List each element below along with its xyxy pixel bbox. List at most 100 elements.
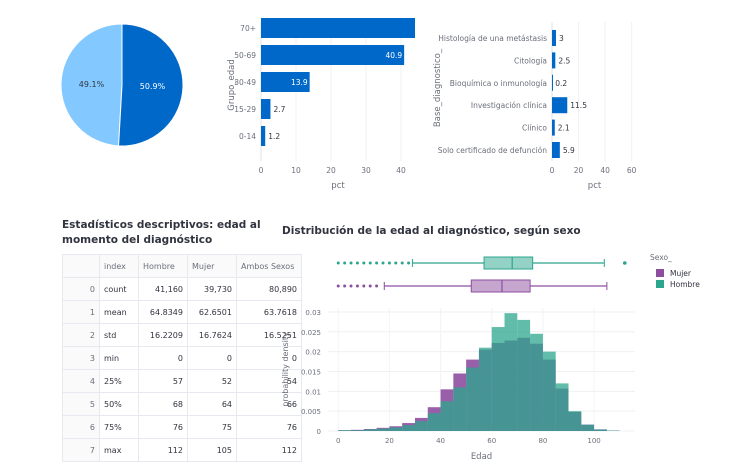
table-cell[interactable]: 7 xyxy=(62,438,100,462)
bar xyxy=(552,142,560,158)
table-cell[interactable]: 3 xyxy=(62,346,100,370)
bar xyxy=(552,30,556,46)
box-outlier xyxy=(349,261,353,265)
table-cell[interactable]: 76 xyxy=(236,415,302,439)
column-header[interactable]: index xyxy=(99,254,139,278)
y-tick-label: Solo certificado de defunción xyxy=(438,146,548,155)
table-cell[interactable]: 4 xyxy=(62,369,100,393)
table-cell[interactable]: 50% xyxy=(99,392,139,416)
table-cell[interactable]: 57 xyxy=(138,369,188,393)
box-outlier xyxy=(375,261,379,265)
histogram-bar xyxy=(555,383,569,431)
table-cell[interactable]: 52 xyxy=(187,369,237,393)
stats-table-title: Estadísticos descriptivos: edad al momen… xyxy=(62,219,261,246)
table-cell[interactable]: 66 xyxy=(236,392,302,416)
table-cell[interactable]: 39,730 xyxy=(187,277,237,301)
y-tick-label: Investigación clínica xyxy=(471,101,547,110)
y-tick-label: 50-69 xyxy=(234,51,256,60)
table-cell[interactable]: 0 xyxy=(187,346,237,370)
x-tick-label: 0 xyxy=(550,166,555,175)
table-cell[interactable]: 54 xyxy=(236,369,302,393)
table-cell[interactable]: 6 xyxy=(62,415,100,439)
histogram-bar xyxy=(338,430,352,431)
table-cell[interactable]: 0 xyxy=(138,346,188,370)
table-cell[interactable]: 105 xyxy=(187,438,237,462)
bar xyxy=(261,72,310,92)
histogram-bar xyxy=(594,429,607,431)
box-outlier xyxy=(362,284,366,288)
bar-value-label: 0.2 xyxy=(555,79,567,88)
x-tick-label: 80 xyxy=(538,437,547,445)
pie-slice xyxy=(118,23,184,147)
y-tick-label: 0.015 xyxy=(301,368,321,376)
table-cell[interactable]: 16.2209 xyxy=(138,323,188,347)
table-cell[interactable]: 62.6501 xyxy=(187,300,237,324)
table-cell[interactable]: 0 xyxy=(62,277,100,301)
table-cell[interactable]: max xyxy=(99,438,139,462)
table-cell[interactable]: mean xyxy=(99,300,139,324)
x-tick-label: 20 xyxy=(326,166,336,175)
x-tick-label: 20 xyxy=(574,166,584,175)
box-outlier xyxy=(400,261,404,265)
x-tick-label: 40 xyxy=(436,437,445,445)
table-cell[interactable]: count xyxy=(99,277,139,301)
histogram-bar xyxy=(568,411,582,431)
y-tick-label: 0.025 xyxy=(301,329,321,337)
x-axis-title: pct xyxy=(331,181,345,191)
table-cell[interactable]: 1 xyxy=(62,300,100,324)
bar-value-label: 2.1 xyxy=(558,124,570,133)
table-cell[interactable]: 112 xyxy=(138,438,188,462)
stats-table: index Hombre Mujer Ambos Sexos 0 count 41,160 3… xyxy=(62,254,302,462)
histogram-bar xyxy=(504,313,518,431)
box-outlier xyxy=(343,261,347,265)
table-cell[interactable]: 112 xyxy=(236,438,302,462)
table-cell[interactable]: min xyxy=(99,346,139,370)
table-cell[interactable]: 80,890 xyxy=(236,277,302,301)
x-tick-label: 0 xyxy=(336,437,340,445)
box-outlier xyxy=(368,284,372,288)
table-cell[interactable]: 75% xyxy=(99,415,139,439)
bar-value-label: 11.5 xyxy=(570,101,587,110)
histogram-bar xyxy=(530,333,543,431)
table-row: 4 25% 57 52 54 xyxy=(62,369,302,393)
column-header[interactable]: Ambos Sexos xyxy=(236,254,302,278)
box-outlier xyxy=(622,261,627,265)
histogram-bar xyxy=(363,429,377,431)
x-tick-label: 0 xyxy=(259,166,264,175)
y-tick-label: 30-49 xyxy=(234,78,256,87)
y-axis-title: Grupo_edad xyxy=(227,59,237,111)
table-row: 3 min 0 0 0 xyxy=(62,346,302,370)
table-cell[interactable]: 2 xyxy=(62,323,100,347)
table-cell[interactable]: 68 xyxy=(138,392,188,416)
histogram-bar xyxy=(478,347,492,431)
table-cell[interactable]: 75 xyxy=(187,415,237,439)
table-cell[interactable]: 25% xyxy=(99,369,139,393)
bar xyxy=(261,99,271,119)
column-header[interactable]: Hombre xyxy=(138,254,188,278)
table-cell[interactable]: std xyxy=(99,323,139,347)
table-cell[interactable]: 16.5251 xyxy=(236,323,302,347)
box-outlier xyxy=(355,261,359,265)
histogram-bar xyxy=(517,319,531,431)
table-cell[interactable]: 16.7624 xyxy=(187,323,237,347)
box-outlier xyxy=(368,261,372,265)
histogram-bar xyxy=(491,327,505,431)
histogram-bar xyxy=(440,401,454,431)
table-cell[interactable]: 64 xyxy=(187,392,237,416)
histogram-bar xyxy=(453,387,467,431)
box-outlier xyxy=(355,284,359,288)
y-tick-label: 0.03 xyxy=(305,309,321,317)
age-distribution-chart: 0 0.005 0.01 0.015 0.02 0.025 0.03 0 20 40 60 80 100… xyxy=(281,253,700,462)
box-outlier xyxy=(394,261,398,265)
diagnosis-basis-bar-chart: 0 20 40 60 Histología de una metástasis 3 Cito… xyxy=(433,22,637,191)
distribution-chart-title: Distribución de la edad al diagnóstico, … xyxy=(282,225,581,237)
table-cell[interactable]: 41,160 xyxy=(138,277,188,301)
legend-label: Mujer xyxy=(670,269,692,278)
table-cell[interactable]: 64.8349 xyxy=(138,300,188,324)
column-header[interactable]: Mujer xyxy=(187,254,237,278)
table-cell[interactable]: 5 xyxy=(62,392,100,416)
column-header[interactable] xyxy=(62,254,100,278)
table-cell[interactable]: 76 xyxy=(138,415,188,439)
table-header-row: index Hombre Mujer Ambos Sexos xyxy=(62,254,302,278)
table-cell[interactable]: 63.7618 xyxy=(236,300,302,324)
